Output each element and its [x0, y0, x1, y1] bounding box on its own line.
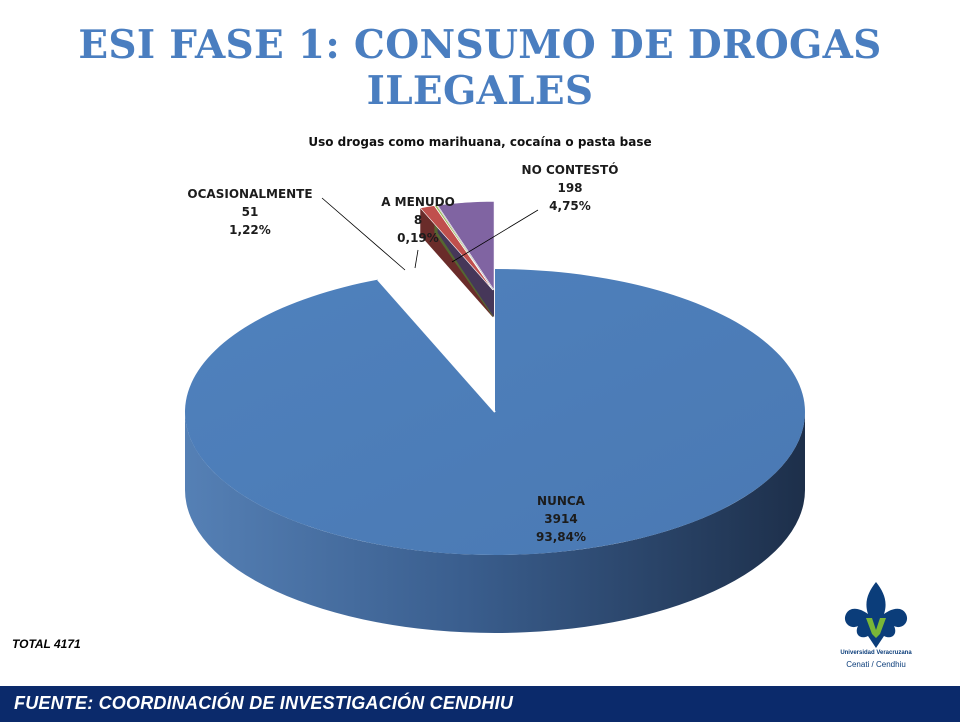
- total-note: TOTAL 4171: [12, 637, 81, 651]
- slice-label-1: OCASIONALMENTE 51 1,22%: [187, 187, 406, 271]
- university-logo: Universidad Veracruzana Cenati / Cendhiu: [816, 578, 956, 682]
- leader-line: [321, 197, 406, 271]
- footer-bar: FUENTE: COORDINACIÓN DE INVESTIGACIÓN CE…: [0, 684, 960, 722]
- slice-value: 3914: [544, 512, 577, 526]
- leader-line: [414, 249, 419, 269]
- slice-name: NO CONTESTÓ: [522, 162, 619, 177]
- slice-name: OCASIONALMENTE: [187, 187, 312, 201]
- footer-source: FUENTE: COORDINACIÓN DE INVESTIGACIÓN CE…: [14, 693, 514, 713]
- slice-value: 51: [242, 205, 259, 219]
- slice-label-0: NUNCA 3914 93,84%: [536, 494, 586, 544]
- slide-title: ESI FASE 1: CONSUMO DE DROGAS ILEGALES: [78, 22, 882, 114]
- pie-slice-a-menudo: [433, 204, 494, 291]
- slice-value: 198: [557, 181, 582, 195]
- logo-line1: Universidad Veracruzana: [840, 650, 912, 656]
- slice-percent: 93,84%: [536, 530, 586, 544]
- logo-line2: Cenati / Cendhiu: [846, 660, 906, 669]
- leader-line: [451, 209, 539, 263]
- fleur-de-lis-icon: [844, 582, 908, 648]
- slice-percent: 0,19%: [397, 231, 439, 245]
- slice-value: 8: [414, 213, 422, 227]
- pie-slice-side-0: [185, 412, 805, 633]
- pie-slice-no-contest-: [437, 201, 495, 291]
- slice-percent: 4,75%: [549, 199, 591, 213]
- slice-percent: 1,22%: [229, 223, 271, 237]
- slice-name: A MENUDO: [381, 195, 455, 209]
- slice-label-3: NO CONTESTÓ 198 4,75%: [451, 162, 619, 263]
- slice-label-2: A MENUDO 8 0,19%: [381, 195, 455, 269]
- chart-title: Uso drogas como marihuana, cocaína o pas…: [308, 135, 651, 149]
- slice-name: NUNCA: [537, 494, 586, 508]
- pie-gap-line: [377, 278, 496, 413]
